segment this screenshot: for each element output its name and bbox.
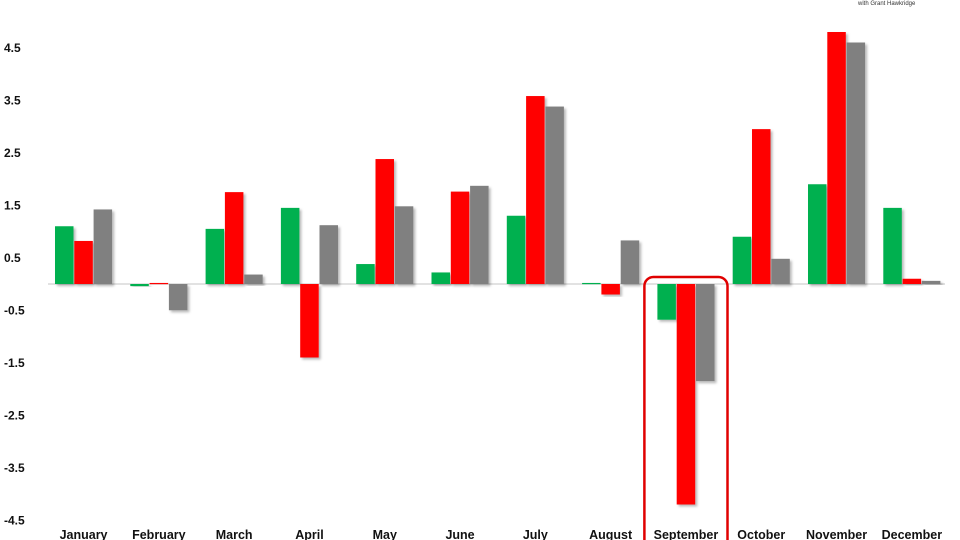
x-axis-ticks: January February March April May June July Augu…	[60, 528, 943, 540]
bar-july-3	[545, 106, 564, 284]
bar-january-2	[74, 240, 93, 284]
y-tick-label: 4.5	[4, 41, 21, 55]
x-tick-label: May	[373, 528, 397, 540]
bar-april-2	[300, 284, 319, 358]
y-tick-label: -1.5	[4, 356, 25, 370]
bar-february-3	[168, 284, 188, 311]
bar-march-3	[244, 274, 263, 284]
credit-text: with Grant Hawkridge	[857, 1, 916, 7]
bar-april-3	[319, 225, 338, 284]
x-tick-label: February	[132, 528, 186, 540]
bar-november-2	[827, 32, 846, 284]
x-tick-label: June	[445, 528, 474, 540]
x-tick-label: July	[523, 528, 548, 540]
bar-october-2	[752, 129, 771, 284]
bar-november-3	[846, 42, 866, 284]
bar-may-2	[375, 159, 394, 284]
bar-december-1	[883, 207, 902, 284]
bar-october-1	[732, 236, 752, 284]
bar-september-3	[696, 284, 715, 382]
x-tick-label: November	[806, 528, 867, 540]
x-tick-label: March	[216, 528, 253, 540]
bar-may-1	[356, 264, 375, 284]
bar-june-3	[470, 185, 489, 284]
x-tick-label: September	[654, 528, 719, 540]
bar-april-1	[280, 207, 300, 284]
bar-june-1	[431, 272, 450, 284]
y-tick-label: -4.5	[4, 513, 25, 527]
bar-september-2	[676, 284, 696, 505]
bar-november-1	[808, 184, 827, 284]
bar-march-2	[224, 192, 244, 284]
bar-september-1	[657, 284, 676, 320]
bar-december-3	[921, 280, 941, 284]
y-tick-label: 3.5	[4, 93, 21, 107]
bar-july-2	[526, 96, 545, 284]
y-tick-label: 0.5	[4, 251, 21, 265]
x-tick-label: December	[882, 528, 943, 540]
bar-december-2	[902, 278, 922, 284]
bar-january-3	[93, 209, 113, 284]
bar-february-1	[130, 284, 149, 287]
x-tick-label: August	[589, 528, 633, 540]
september-highlight-box	[643, 275, 729, 540]
bar-june-2	[450, 191, 470, 284]
y-tick-label: 2.5	[4, 146, 21, 160]
x-tick-label: January	[60, 528, 108, 540]
y-tick-label: 1.5	[4, 198, 21, 212]
bar-october-3	[771, 258, 790, 284]
bar-january-1	[55, 226, 74, 284]
bar-march-1	[205, 228, 225, 284]
x-tick-label: October	[737, 528, 785, 540]
y-axis-ticks: 4.5 3.5 2.5 1.5 0.5 -0.5 -1.5 -2.5 -3.5 -4.5	[4, 41, 25, 528]
bar-august-1	[582, 282, 601, 285]
bar-february-2	[149, 282, 169, 285]
bar-august-3	[620, 240, 640, 284]
bar-group	[55, 32, 941, 505]
bar-may-3	[394, 206, 414, 284]
y-tick-label: -3.5	[4, 461, 25, 475]
y-tick-label: -2.5	[4, 408, 25, 422]
bar-august-2	[601, 284, 620, 295]
bar-july-1	[506, 215, 526, 284]
x-tick-label: April	[295, 528, 323, 540]
y-tick-label: -0.5	[4, 303, 25, 317]
